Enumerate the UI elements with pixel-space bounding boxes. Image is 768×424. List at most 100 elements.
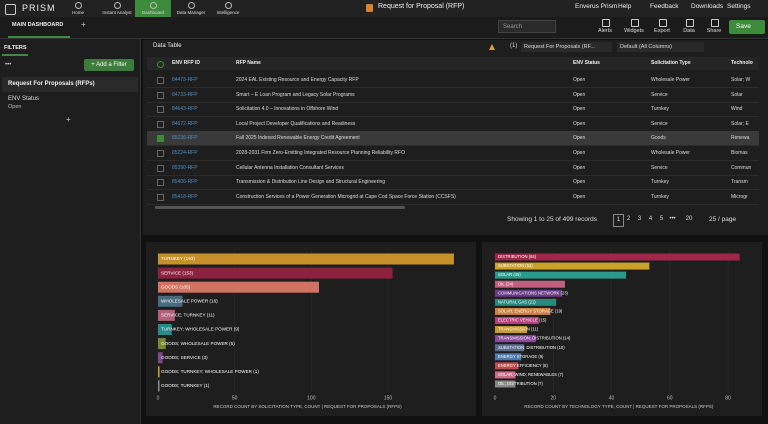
table-cell[interactable]: 84672-RFP bbox=[172, 120, 198, 127]
menu-item[interactable]: Feedback bbox=[650, 3, 679, 10]
nav-item[interactable]: Instant Analyst bbox=[99, 0, 135, 17]
table-cell[interactable]: 84733-RFP bbox=[172, 91, 198, 98]
row-checkbox[interactable] bbox=[157, 91, 164, 99]
action-label[interactable]: Data bbox=[683, 28, 695, 34]
table-cell[interactable]: 85406-RFP bbox=[172, 179, 198, 186]
table-cell[interactable]: 84643-RFP bbox=[172, 106, 198, 113]
chart: 0 50 100 150 TURNKEY (193) SERVICE (153) GOODS… bbox=[157, 250, 454, 409]
bar bbox=[495, 326, 528, 334]
nav-item[interactable]: Home bbox=[60, 0, 96, 17]
add-tab[interactable]: + bbox=[81, 20, 86, 29]
nav-item[interactable]: Data Manager bbox=[173, 0, 209, 17]
source-dropdown[interactable]: Request For Proposals (RF... bbox=[521, 42, 612, 52]
add-group[interactable]: + bbox=[66, 115, 71, 124]
table-cell: Turnkey bbox=[651, 106, 669, 113]
column-header[interactable]: RFP Name bbox=[236, 60, 261, 66]
table-row[interactable] bbox=[147, 102, 759, 118]
nav-icon bbox=[114, 2, 121, 9]
nav-item[interactable]: Intelligence bbox=[210, 0, 246, 17]
table-row[interactable] bbox=[147, 88, 759, 103]
filter-count[interactable]: (1) bbox=[510, 43, 518, 49]
nav-label: Instant Analyst bbox=[102, 10, 132, 15]
page-title[interactable]: Request for Proposal (RFP) bbox=[378, 3, 465, 10]
page-button[interactable]: 2 bbox=[626, 216, 631, 222]
bar bbox=[495, 353, 522, 361]
dashboard-tab[interactable]: MAIN DASHBOARD bbox=[12, 22, 64, 28]
action-label[interactable]: Alerts bbox=[597, 28, 613, 34]
row-checkbox[interactable] bbox=[157, 193, 164, 201]
table-cell: Wholesale Power bbox=[651, 150, 690, 156]
table-row[interactable] bbox=[147, 131, 759, 147]
table-cell: Service bbox=[651, 164, 668, 171]
table-cell: Turnkey bbox=[651, 193, 669, 200]
chart: 0 20 40 60 80 DISTRIBUTION (84) SUBSTATION (53… bbox=[494, 250, 740, 409]
view-dropdown[interactable]: Default (All Columns) bbox=[617, 42, 704, 52]
page-button[interactable]: 5 bbox=[659, 216, 664, 222]
table-row[interactable] bbox=[147, 146, 759, 161]
menu-item[interactable]: Settings bbox=[727, 3, 751, 10]
filter-group[interactable]: Request For Proposals (RFPs) bbox=[2, 77, 138, 92]
row-checkbox[interactable] bbox=[157, 106, 164, 114]
x-axis-title: RECORD COUNT BY TECHNOLOGY TYPE, COUNT |… bbox=[524, 404, 714, 409]
action-label[interactable]: Share bbox=[706, 28, 722, 34]
table-cell: Goods bbox=[651, 135, 666, 142]
row-checkbox[interactable] bbox=[157, 164, 164, 172]
table-cell[interactable]: 85418-RFP bbox=[172, 193, 198, 200]
table-row[interactable] bbox=[147, 190, 759, 205]
table-cell: Wholesale Power bbox=[651, 77, 690, 83]
column-header[interactable]: Technolo bbox=[731, 60, 753, 66]
page-button[interactable]: 4 bbox=[648, 216, 653, 222]
column-header[interactable]: ENV RFP ID bbox=[172, 60, 200, 66]
bar bbox=[158, 253, 454, 265]
row-checkbox[interactable] bbox=[157, 179, 164, 187]
action-label[interactable]: Export bbox=[654, 28, 670, 34]
table-cell: Open bbox=[573, 77, 586, 83]
page-button[interactable]: 3 bbox=[637, 216, 642, 222]
bar-label: SERVICE (153) bbox=[161, 270, 194, 275]
page-button[interactable]: ••• bbox=[669, 216, 676, 222]
table-cell: Local Project Developer Qualifications a… bbox=[236, 120, 356, 127]
nav-icon bbox=[150, 2, 157, 9]
action-label[interactable]: Widgets bbox=[624, 28, 644, 34]
nav-item[interactable]: Dashboard bbox=[135, 0, 171, 17]
table-cell[interactable]: 84473-RFP bbox=[172, 77, 198, 83]
table-row[interactable] bbox=[147, 175, 759, 191]
save-button[interactable]: Save bbox=[729, 20, 765, 34]
row-checkbox[interactable] bbox=[157, 77, 164, 84]
table-row[interactable] bbox=[147, 73, 759, 88]
search-box[interactable]: Search bbox=[498, 20, 556, 33]
row-checkbox[interactable] bbox=[157, 120, 164, 128]
filter-name[interactable]: ENV Status bbox=[8, 96, 40, 102]
bar bbox=[158, 295, 183, 307]
table-cell: Renewa bbox=[731, 135, 750, 142]
top-bar: PRISM Home Instant Analyst Dashboard Data Ma… bbox=[0, 0, 768, 17]
bar-label: ENERGY STORAGE (9) bbox=[498, 354, 544, 359]
menu-item[interactable]: Enverus Prism bbox=[575, 3, 618, 10]
column-header[interactable]: ENV Status bbox=[573, 60, 600, 66]
page-size[interactable]: 25 / page bbox=[709, 216, 737, 223]
action-icon bbox=[711, 19, 719, 27]
table-cell: Open bbox=[573, 179, 586, 186]
add-filter-button[interactable]: + Add a Filter bbox=[84, 59, 134, 71]
menu-item[interactable]: Help bbox=[618, 3, 632, 10]
table-cell[interactable]: 85224-RFP bbox=[172, 150, 198, 156]
page-button[interactable]: 20 bbox=[685, 216, 693, 222]
x-tick-label: 20 bbox=[550, 395, 556, 401]
table-cell[interactable]: 85390-RFP bbox=[172, 164, 198, 171]
row-checkbox[interactable] bbox=[157, 135, 164, 143]
bar-label: SOLAR; ENERGY STORAGE (19) bbox=[498, 309, 563, 314]
table-cell: Construction Services of a Power Generat… bbox=[236, 193, 456, 200]
more-button[interactable]: ••• bbox=[5, 62, 12, 68]
table-cell[interactable]: 85236-RFP bbox=[172, 135, 198, 142]
table-row[interactable] bbox=[147, 161, 759, 176]
filters-underline bbox=[2, 54, 28, 56]
menu-item[interactable]: Downloads bbox=[691, 3, 724, 10]
column-header[interactable]: Solicitation Type bbox=[651, 60, 691, 66]
x-tick-label: 50 bbox=[232, 395, 238, 401]
table-cell: Open bbox=[573, 193, 586, 200]
table-row[interactable] bbox=[147, 117, 759, 132]
table-cell: Transm bbox=[731, 179, 748, 186]
page-button[interactable]: 1 bbox=[613, 214, 624, 227]
nav-icon bbox=[225, 2, 232, 9]
row-checkbox[interactable] bbox=[157, 150, 164, 157]
